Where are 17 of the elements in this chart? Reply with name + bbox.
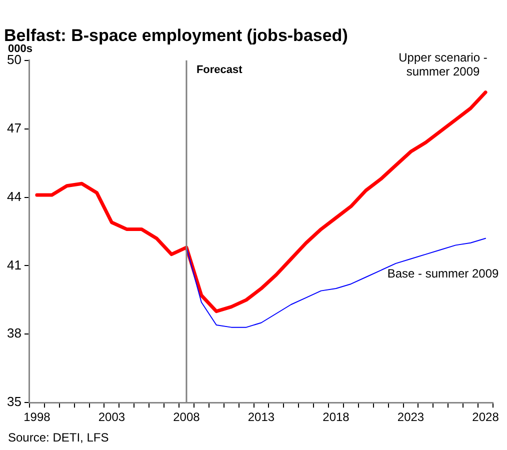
ref-line-label: Forecast — [196, 64, 243, 76]
series-label: Base - summer 2009 — [387, 266, 500, 281]
x-tick-label: 2018 — [322, 410, 350, 424]
y-tick-label: 38 — [6, 326, 22, 341]
x-tick-label: 2028 — [472, 410, 500, 424]
y-tick-label: 47 — [6, 120, 22, 136]
x-tick-label: 2003 — [98, 410, 126, 424]
x-tick-label: 2013 — [248, 410, 275, 424]
y-tick-label: 41 — [6, 257, 22, 272]
y-tick-label: 44 — [6, 188, 22, 204]
y-tick-label: 35 — [6, 394, 22, 410]
chart-title: Belfast: B-space employment (jobs-based) — [4, 26, 348, 45]
source-note: Source: DETI, LFS — [8, 430, 109, 444]
x-tick-label: 1998 — [24, 410, 51, 424]
series-label: Upper scenario - summer 2009 — [398, 50, 488, 79]
x-tick-label: 2023 — [397, 410, 424, 424]
x-tick-label: 2008 — [173, 410, 200, 424]
